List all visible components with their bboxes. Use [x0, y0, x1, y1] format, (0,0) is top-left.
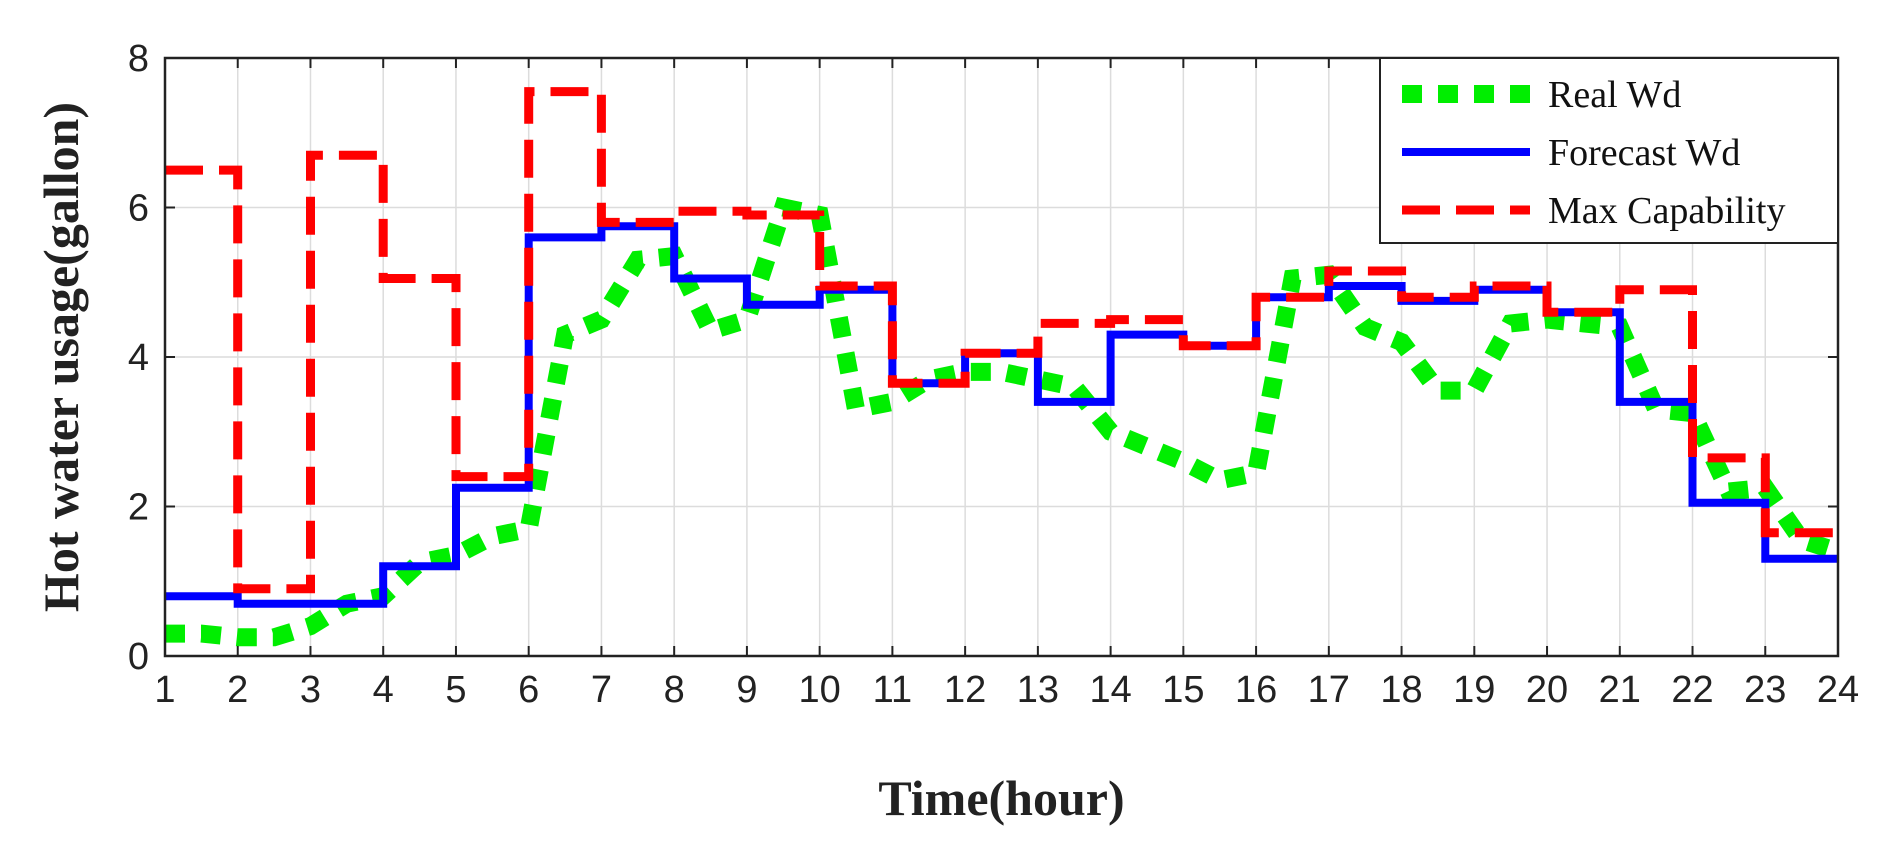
x-tick-label: 1 [154, 669, 175, 711]
x-tick-label: 5 [445, 669, 466, 711]
legend-label-max-capability: Max Capability [1548, 190, 1785, 232]
x-tick-label: 10 [799, 669, 841, 711]
series-lines [165, 87, 1841, 647]
y-tick-label: 2 [128, 487, 149, 529]
x-tick-label: 20 [1526, 669, 1568, 711]
y-tick-label: 8 [128, 38, 149, 80]
x-tick-label: 19 [1453, 669, 1495, 711]
x-tick-label: 14 [1089, 669, 1131, 711]
series-line-forecast-wd [165, 222, 1838, 608]
x-tick-label: 8 [664, 669, 685, 711]
y-tick-label: 6 [128, 188, 149, 230]
x-tick-label: 4 [373, 669, 394, 711]
x-tick-label: 17 [1308, 669, 1350, 711]
x-tick-label: 3 [300, 669, 321, 711]
legend-label-real-wd: Real Wd [1548, 74, 1681, 116]
x-tick-label: 23 [1744, 669, 1786, 711]
x-tick-label: 16 [1235, 669, 1277, 711]
x-tick-label: 18 [1380, 669, 1422, 711]
axis-ticks: 1 2 3 4 5 6 7 8 9 10 11 12 13 14 15 16 17 18 19 20 21 22 23 240… [128, 38, 1859, 711]
x-tick-label: 12 [944, 669, 986, 711]
legend: Real Wd Forecast Wd Max Capability [1379, 57, 1839, 244]
x-tick-label: 7 [591, 669, 612, 711]
series-line-max-capability [165, 87, 1838, 594]
y-tick-label: 4 [128, 337, 149, 379]
x-tick-label: 21 [1599, 669, 1641, 711]
x-tick-label: 24 [1817, 669, 1859, 711]
x-tick-label: 6 [518, 669, 539, 711]
x-tick-label: 22 [1671, 669, 1713, 711]
y-axis-title: Hot water usage(gallon) [33, 102, 89, 612]
x-axis-title: Time(hour) [878, 770, 1124, 826]
x-tick-label: 15 [1162, 669, 1204, 711]
y-tick-label: 0 [128, 636, 149, 678]
x-tick-label: 2 [227, 669, 248, 711]
series-line-real-wd [165, 197, 1841, 647]
x-tick-label: 9 [736, 669, 757, 711]
x-tick-label: 13 [1017, 669, 1059, 711]
legend-label-forecast-wd: Forecast Wd [1548, 132, 1740, 174]
x-tick-label: 11 [873, 669, 912, 711]
